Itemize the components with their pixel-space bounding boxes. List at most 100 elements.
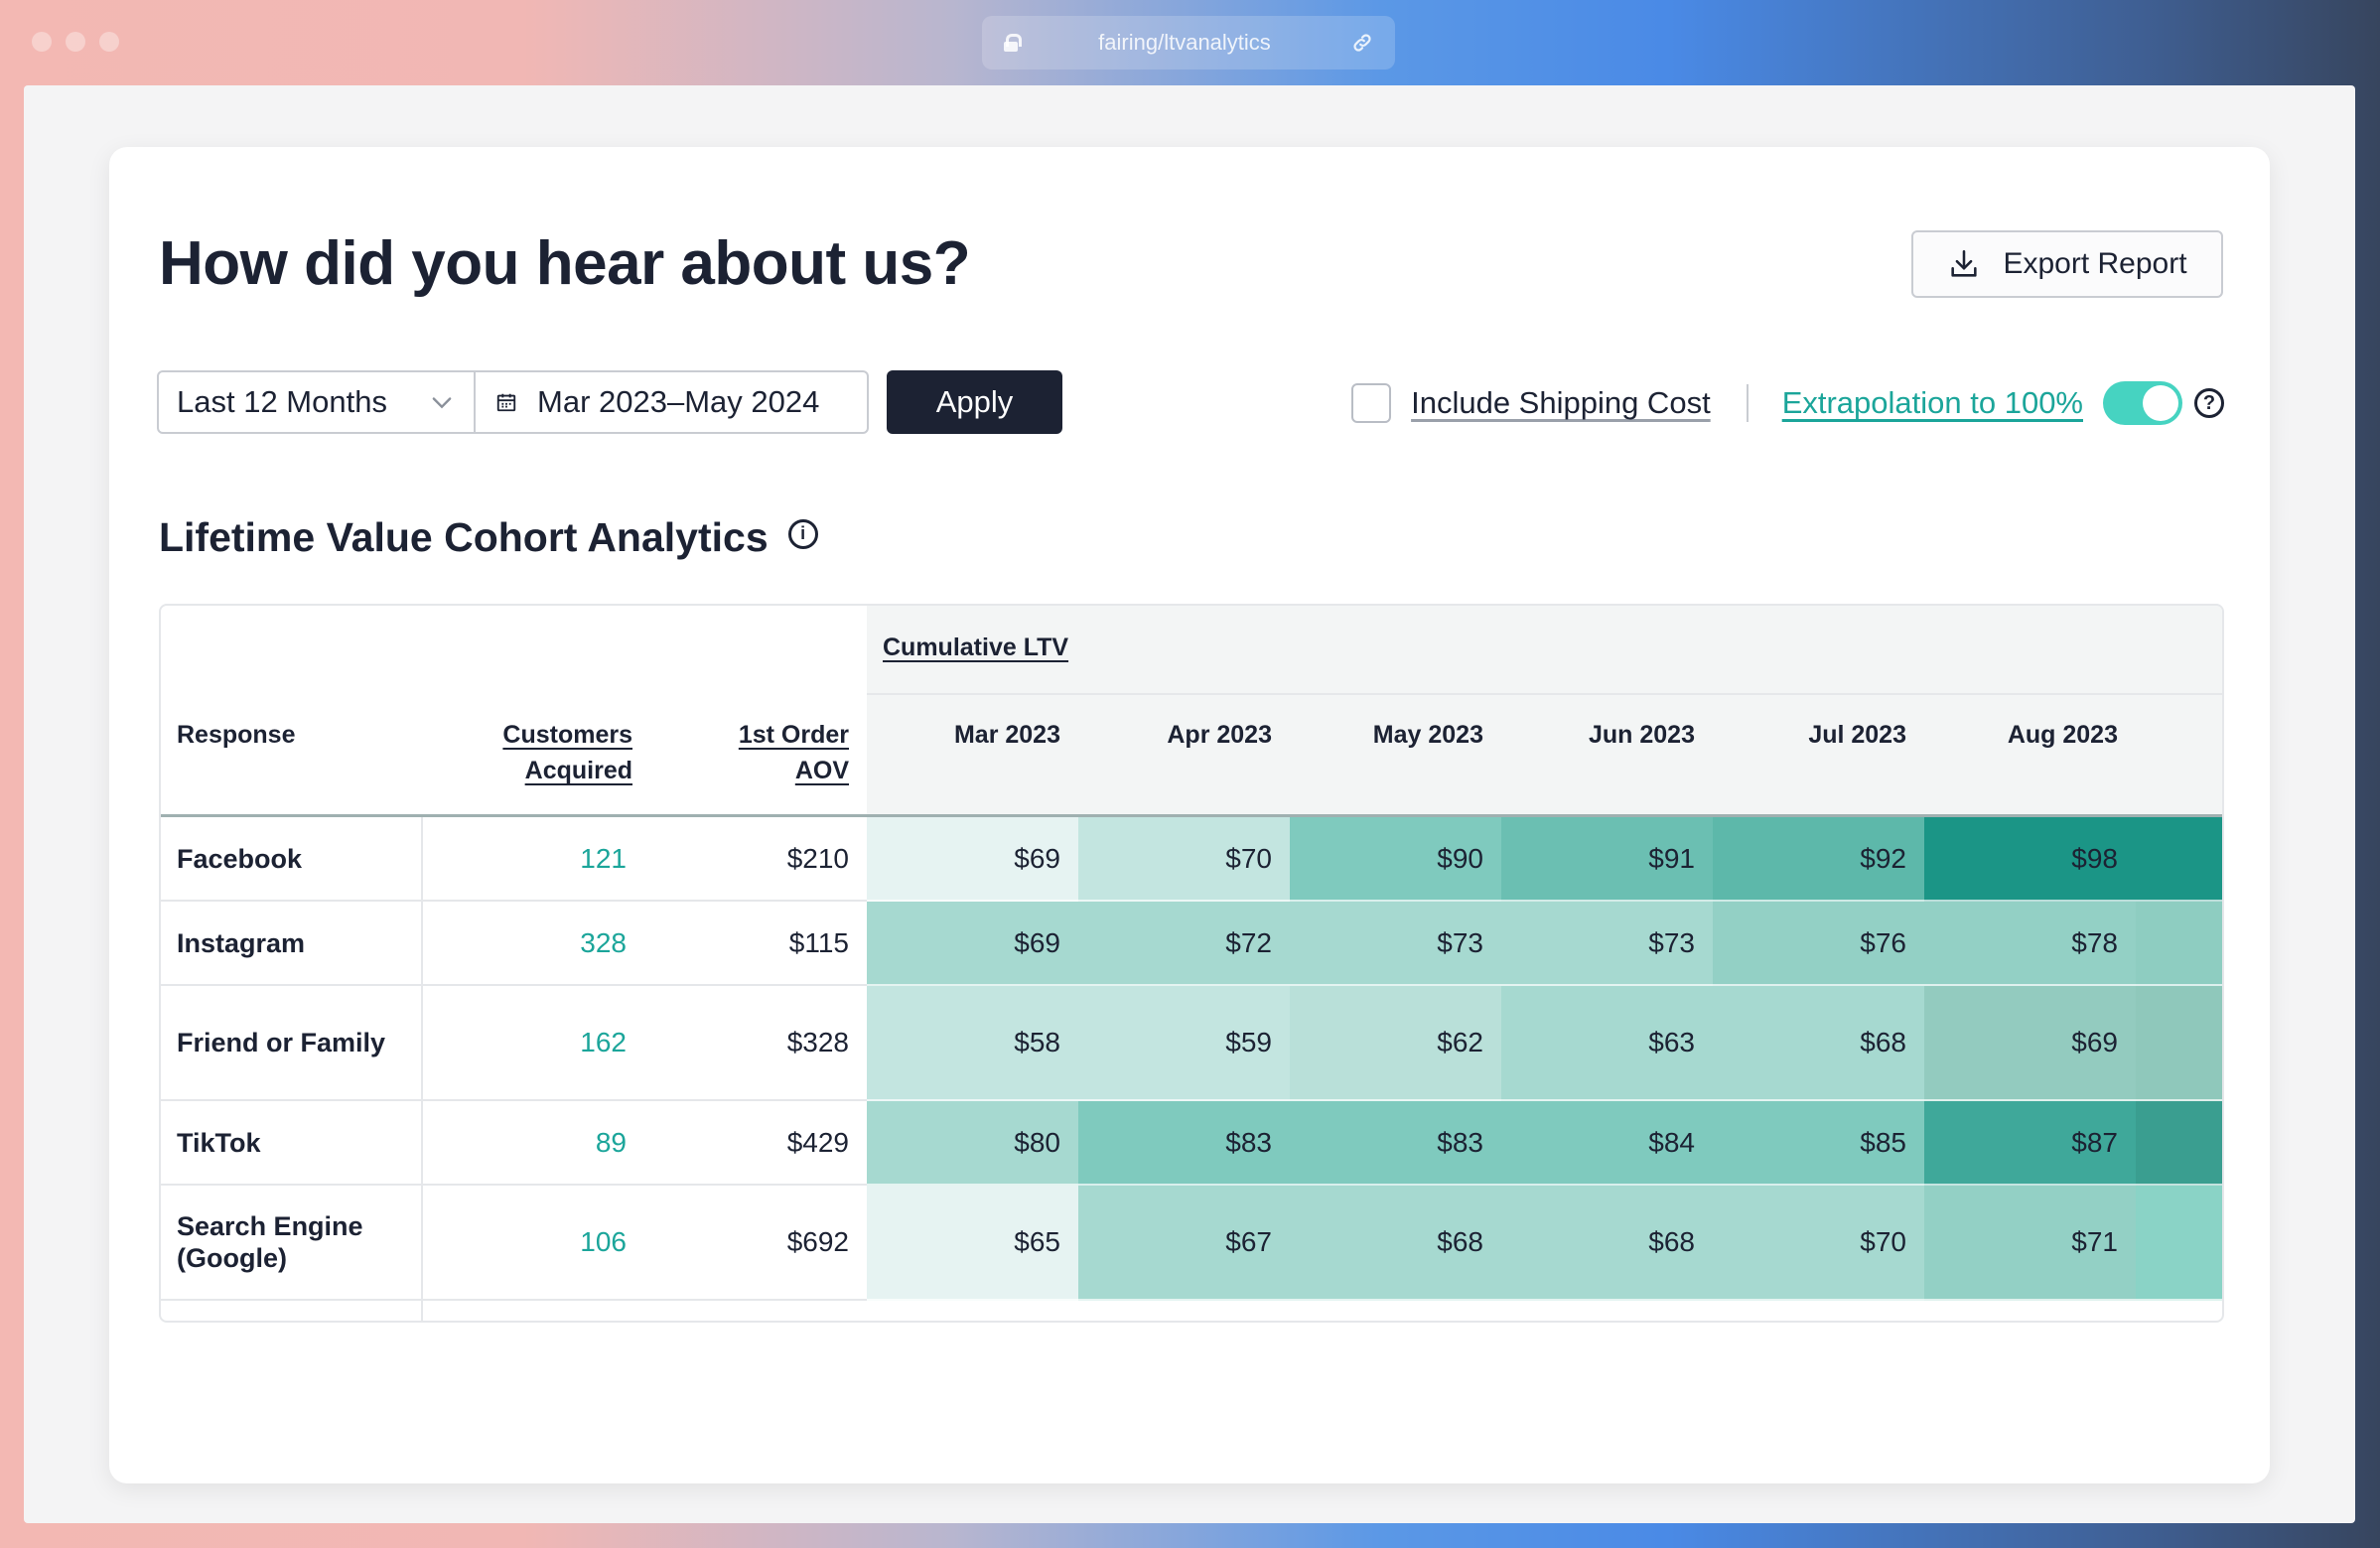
column-header-customers-line1: Customers — [502, 721, 632, 749]
table-row[interactable]: Friend or Family 162 $328 $58 $59 $62 $63 $68 $6… — [161, 986, 2222, 1101]
cell-first-order-aov: $210 — [627, 817, 867, 902]
apply-button[interactable]: Apply — [887, 370, 1062, 434]
cell-customers-acquired[interactable]: 106 — [423, 1186, 627, 1301]
table-row-partial — [161, 1301, 423, 1321]
window-controls — [32, 32, 119, 52]
link-icon[interactable] — [1351, 32, 1373, 54]
cell-cumulative-ltv: $67 — [1078, 1186, 1290, 1301]
cell-response: Search Engine (Google) — [161, 1186, 423, 1301]
header-underline — [161, 814, 2222, 817]
cell-cumulative-ltv: $73 — [1501, 902, 1713, 986]
ltv-cohort-table: Cumulative LTV Response Customers Acquir… — [159, 604, 2224, 1323]
customers-acquired-link[interactable]: 121 — [580, 842, 627, 874]
cell-cumulative-ltv: $68 — [1290, 1186, 1501, 1301]
cell-cumulative-ltv: $63 — [1501, 986, 1713, 1101]
cell-cumulative-ltv: $65 — [867, 1186, 1078, 1301]
cell-response: Friend or Family — [161, 986, 423, 1101]
range-dropdown-value: Last 12 Months — [177, 384, 387, 419]
range-dropdown[interactable]: Last 12 Months — [157, 370, 476, 434]
cell-cumulative-ltv: $58 — [867, 986, 1078, 1101]
cell-cumulative-ltv: $72 — [1078, 902, 1290, 986]
header-divider — [867, 693, 2222, 695]
column-header-aov-line1: 1st Order — [738, 721, 849, 749]
cell-response: TikTok — [161, 1101, 423, 1186]
cell-cumulative-ltv: $83 — [1078, 1101, 1290, 1186]
cell-customers-acquired[interactable]: 89 — [423, 1101, 627, 1186]
maximize-window-dot[interactable] — [99, 32, 119, 52]
cell-ltv-overflow — [2136, 1186, 2222, 1301]
cell-cumulative-ltv: $90 — [1290, 817, 1501, 902]
address-bar-url: fairing/ltvanalytics — [1098, 30, 1271, 55]
column-header-month: Aug 2023 — [2007, 721, 2118, 749]
extrapolation-link[interactable]: Extrapolation to 100% — [1781, 385, 2083, 420]
export-report-label: Export Report — [2003, 247, 2187, 280]
minimize-window-dot[interactable] — [66, 32, 85, 52]
cell-cumulative-ltv: $69 — [867, 817, 1078, 902]
cell-cumulative-ltv: $69 — [1924, 986, 2136, 1101]
download-icon — [1951, 249, 1978, 277]
info-icon[interactable]: i — [787, 518, 818, 549]
column-header-month: Jun 2023 — [1588, 721, 1695, 749]
table-row[interactable]: Search Engine (Google) 106 $692 $65 $67 $68 $6… — [161, 1186, 2222, 1301]
date-range-value: Mar 2023–May 2024 — [537, 384, 820, 419]
cell-cumulative-ltv: $62 — [1290, 986, 1501, 1101]
cell-first-order-aov: $692 — [627, 1186, 867, 1301]
cell-cumulative-ltv: $59 — [1078, 986, 1290, 1101]
cell-cumulative-ltv: $98 — [1924, 817, 2136, 902]
cell-customers-acquired[interactable]: 328 — [423, 902, 627, 986]
column-header-aov[interactable]: 1st Order AOV — [677, 717, 849, 788]
calendar-icon — [496, 393, 516, 412]
cell-cumulative-ltv: $70 — [1078, 817, 1290, 902]
cell-cumulative-ltv: $70 — [1713, 1186, 1924, 1301]
lock-icon — [1004, 34, 1022, 52]
column-header-customers[interactable]: Customers Acquired — [459, 717, 632, 788]
close-window-dot[interactable] — [32, 32, 52, 52]
column-header-response: Response — [177, 721, 296, 749]
filter-bar: Last 12 Months Mar 2023–May 2024 Apply — [157, 370, 1062, 434]
table-header: Cumulative LTV Response Customers Acquir… — [161, 606, 2222, 816]
cumulative-ltv-header[interactable]: Cumulative LTV — [883, 633, 1069, 661]
column-header-aov-line2: AOV — [794, 757, 849, 784]
cell-cumulative-ltv: $76 — [1713, 902, 1924, 986]
shipping-cost-checkbox[interactable] — [1351, 383, 1392, 423]
table-row[interactable]: TikTok 89 $429 $80 $83 $83 $84 $85 $87 — [161, 1101, 2222, 1186]
cell-cumulative-ltv: $71 — [1924, 1186, 2136, 1301]
cell-cumulative-ltv: $91 — [1501, 817, 1713, 902]
export-report-button[interactable]: Export Report — [1911, 230, 2223, 298]
customers-acquired-link[interactable]: 162 — [580, 1027, 627, 1057]
section-title-text: Lifetime Value Cohort Analytics — [159, 514, 769, 560]
cell-response: Facebook — [161, 817, 423, 902]
cell-cumulative-ltv: $83 — [1290, 1101, 1501, 1186]
cell-cumulative-ltv: $80 — [867, 1101, 1078, 1186]
cell-cumulative-ltv: $69 — [867, 902, 1078, 986]
cell-cumulative-ltv: $84 — [1501, 1101, 1713, 1186]
cell-first-order-aov: $328 — [627, 986, 867, 1101]
customers-acquired-link[interactable]: 328 — [580, 926, 627, 958]
column-header-month: Jul 2023 — [1808, 721, 1906, 749]
help-icon[interactable]: ? — [2194, 388, 2224, 418]
cell-customers-acquired[interactable]: 121 — [423, 817, 627, 902]
cell-ltv-overflow — [2136, 817, 2222, 902]
browser-viewport: How did you hear about us? Export Report… — [24, 85, 2355, 1523]
customers-acquired-link[interactable]: 106 — [580, 1226, 627, 1257]
table-row[interactable]: Facebook 121 $210 $69 $70 $90 $91 $92 $98 — [161, 817, 2222, 902]
table-row[interactable]: Instagram 328 $115 $69 $72 $73 $73 $76 $78 — [161, 902, 2222, 986]
column-header-customers-line2: Acquired — [524, 757, 632, 784]
cell-cumulative-ltv: $87 — [1924, 1101, 2136, 1186]
cell-response: Instagram — [161, 902, 423, 986]
options-bar: Include Shipping Cost Extrapolation to 1… — [1351, 381, 2224, 425]
cell-first-order-aov: $115 — [627, 902, 867, 986]
section-title: Lifetime Value Cohort Analytics i — [159, 514, 818, 561]
date-range-picker[interactable]: Mar 2023–May 2024 — [476, 370, 869, 434]
cell-ltv-overflow — [2136, 902, 2222, 986]
chevron-down-icon — [432, 397, 452, 409]
address-bar[interactable]: fairing/ltvanalytics — [982, 16, 1395, 70]
cell-cumulative-ltv: $78 — [1924, 902, 2136, 986]
divider — [1746, 384, 1749, 422]
cell-customers-acquired[interactable]: 162 — [423, 986, 627, 1101]
page-title: How did you hear about us? — [159, 229, 971, 298]
extrapolation-toggle[interactable] — [2103, 381, 2182, 425]
column-header-month: Apr 2023 — [1167, 721, 1272, 749]
customers-acquired-link[interactable]: 89 — [595, 1126, 627, 1158]
shipping-cost-label[interactable]: Include Shipping Cost — [1411, 385, 1711, 420]
